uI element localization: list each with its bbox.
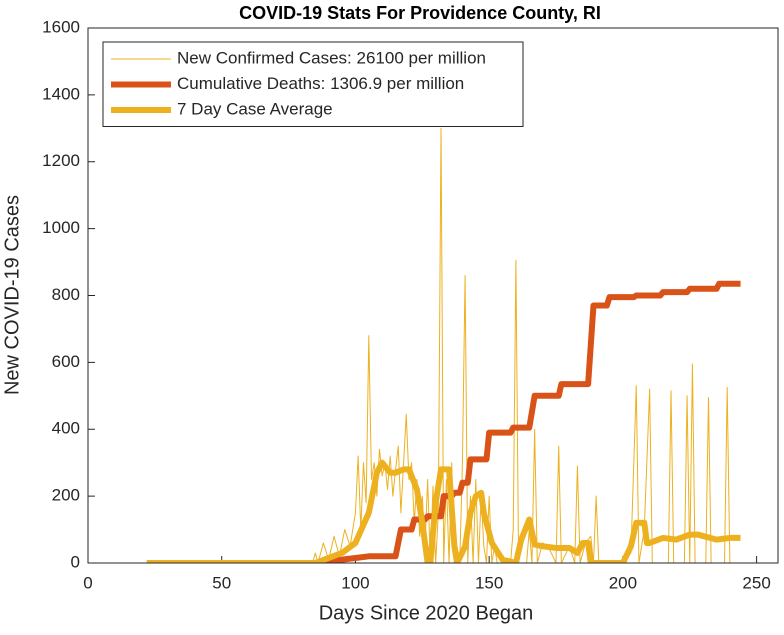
- y-tick-label: 200: [52, 486, 80, 505]
- series-line: [146, 459, 741, 563]
- x-tick-label: 150: [475, 573, 503, 592]
- series-line: [146, 127, 741, 563]
- y-axis-label: New COVID-19 Cases: [1, 195, 23, 395]
- y-tick-label: 400: [52, 419, 80, 438]
- y-tick-label: 1200: [42, 151, 80, 170]
- x-tick-label: 100: [341, 573, 369, 592]
- legend-box: [102, 41, 524, 127]
- y-tick-label: 800: [52, 285, 80, 304]
- x-axis-label: Days Since 2020 Began: [319, 602, 534, 624]
- x-tick-label: 250: [742, 573, 770, 592]
- legend-label: 7 Day Case Average: [177, 99, 333, 118]
- y-tick-label: 1600: [42, 17, 80, 36]
- y-tick-label: 600: [52, 352, 80, 371]
- legend-label: New Confirmed Cases: 26100 per million: [177, 48, 486, 67]
- series-line: [146, 280, 741, 563]
- y-tick-label: 0: [71, 552, 80, 571]
- legend-label: Cumulative Deaths: 1306.9 per million: [177, 74, 464, 93]
- y-tick-label: 1400: [42, 84, 80, 103]
- plot-frame: [87, 27, 779, 564]
- x-tick-label: 200: [609, 573, 637, 592]
- chart-title: COVID-19 Stats For Providence County, RI: [239, 3, 601, 23]
- x-tick-label: 50: [212, 573, 231, 592]
- y-tick-label: 1000: [42, 218, 80, 237]
- x-tick-label: 0: [83, 573, 92, 592]
